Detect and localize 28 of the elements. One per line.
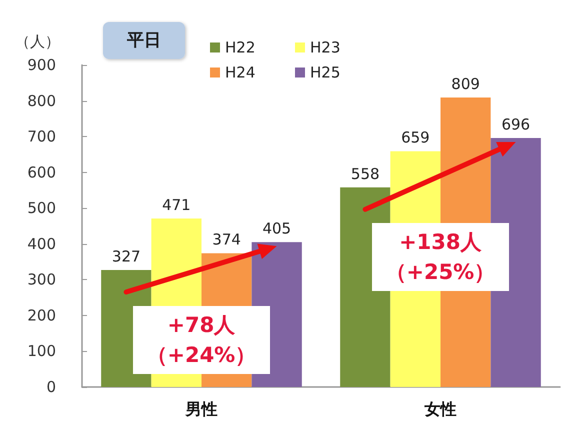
y-tick-label: 200 bbox=[27, 306, 56, 324]
data-label: 659 bbox=[401, 128, 430, 147]
y-axis-title: （人） bbox=[15, 32, 60, 50]
legend-label: H22 bbox=[225, 38, 256, 56]
chart-title: 平日 bbox=[126, 30, 161, 50]
data-label: 405 bbox=[262, 220, 292, 238]
legend-label: H24 bbox=[225, 64, 256, 82]
data-label: 558 bbox=[350, 164, 380, 183]
data-label: 471 bbox=[162, 196, 191, 214]
y-tick-label: 600 bbox=[27, 163, 56, 182]
annotation: +78人（+24%） bbox=[132, 306, 270, 374]
y-tick-label: 100 bbox=[27, 342, 56, 360]
y-tick-label: 0 bbox=[46, 378, 56, 396]
y-tick-label: 700 bbox=[27, 128, 56, 146]
data-label: 327 bbox=[112, 248, 141, 266]
y-tick-label: 400 bbox=[27, 234, 56, 253]
data-label: 374 bbox=[212, 230, 241, 249]
x-tick-label: 男性 bbox=[184, 400, 218, 418]
y-tick-label: 800 bbox=[27, 92, 56, 110]
y-tick-label: 300 bbox=[27, 270, 56, 289]
legend-label: H25 bbox=[310, 64, 340, 82]
data-label: 696 bbox=[501, 115, 530, 134]
legend-label: H23 bbox=[310, 38, 340, 56]
x-tick-label: 女性 bbox=[424, 400, 456, 418]
y-tick-label: 500 bbox=[27, 199, 56, 218]
annotation: +138人（+25%） bbox=[372, 223, 510, 292]
data-label: 809 bbox=[451, 75, 480, 94]
y-tick-label: 900 bbox=[27, 56, 56, 74]
